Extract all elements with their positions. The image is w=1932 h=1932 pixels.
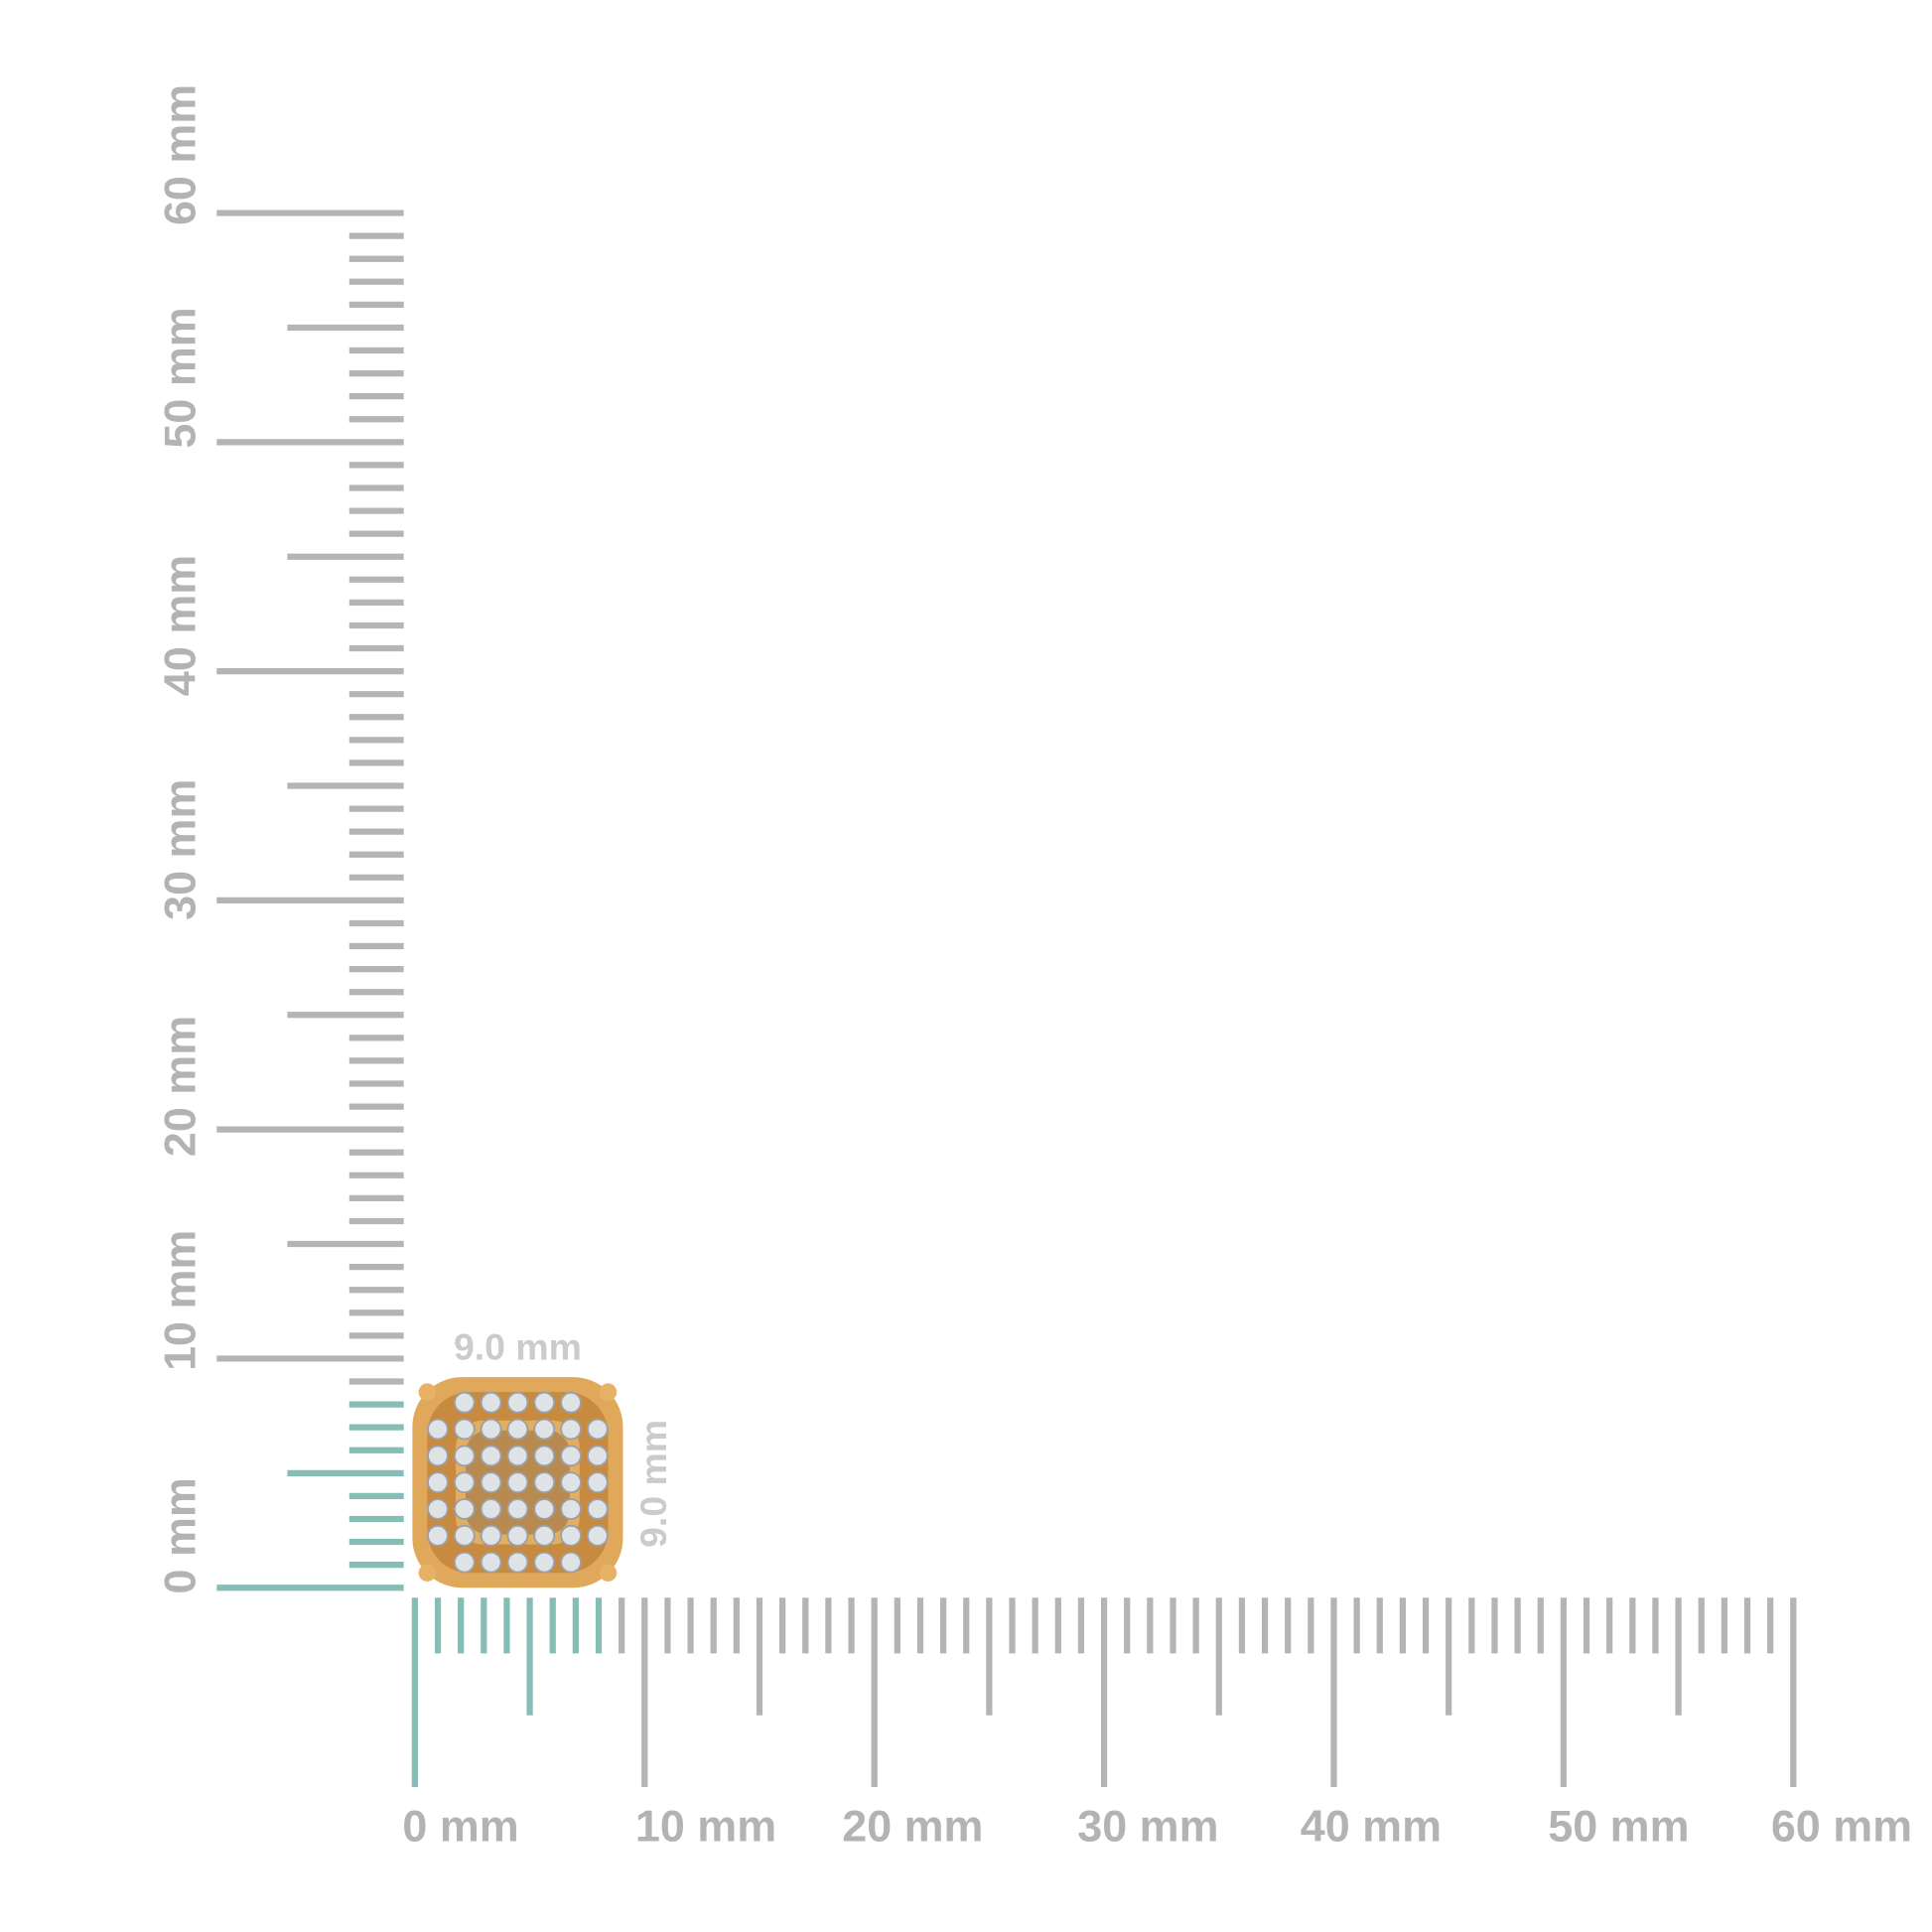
stone — [506, 1445, 529, 1467]
stone — [427, 1524, 449, 1547]
stone — [586, 1524, 609, 1547]
prong — [599, 1383, 618, 1401]
stone — [560, 1418, 582, 1441]
stone — [506, 1551, 529, 1574]
h-ruler-label: 60 mm — [1771, 1800, 1912, 1851]
h-ruler-label: 0 mm — [402, 1800, 518, 1851]
stone — [586, 1498, 609, 1520]
width-label: 9.0 mm — [454, 1326, 582, 1368]
stone — [560, 1551, 582, 1574]
stone — [480, 1471, 502, 1494]
stone — [533, 1498, 556, 1520]
prong — [599, 1564, 618, 1582]
stone — [586, 1471, 609, 1494]
v-ruler-label: 50 mm — [154, 307, 205, 448]
stone — [453, 1471, 476, 1494]
stone — [560, 1498, 582, 1520]
stone — [453, 1551, 476, 1574]
stone — [427, 1471, 449, 1494]
v-ruler-label: 30 mm — [154, 779, 205, 920]
stone — [427, 1445, 449, 1467]
stone — [560, 1445, 582, 1467]
stone — [506, 1498, 529, 1520]
stone — [533, 1551, 556, 1574]
stone — [427, 1498, 449, 1520]
stone — [480, 1498, 502, 1520]
v-ruler-label: 10 mm — [154, 1230, 205, 1371]
v-ruler-label: 20 mm — [154, 1016, 205, 1157]
v-ruler-label: 60 mm — [154, 84, 205, 225]
stone — [480, 1418, 502, 1441]
h-ruler-label: 30 mm — [1077, 1800, 1218, 1851]
stone — [427, 1418, 449, 1441]
v-ruler-label: 0 mm — [154, 1477, 205, 1593]
stone — [453, 1498, 476, 1520]
stone — [506, 1418, 529, 1441]
stone — [453, 1524, 476, 1547]
stone — [506, 1471, 529, 1494]
stone — [506, 1524, 529, 1547]
stone — [533, 1445, 556, 1467]
h-ruler-label: 20 mm — [842, 1800, 983, 1851]
stone — [560, 1524, 582, 1547]
stone — [453, 1391, 476, 1414]
stone — [506, 1391, 529, 1414]
stone — [533, 1418, 556, 1441]
h-ruler-label: 40 mm — [1301, 1800, 1442, 1851]
stone — [480, 1445, 502, 1467]
prong — [418, 1383, 437, 1401]
stone — [453, 1418, 476, 1441]
earring — [412, 1377, 623, 1588]
ruler-ticks — [216, 209, 1797, 1788]
stone — [533, 1524, 556, 1547]
v-ruler-label: 40 mm — [154, 555, 205, 696]
stone — [533, 1391, 556, 1414]
height-label: 9.0 mm — [632, 1420, 674, 1548]
h-ruler-label: 10 mm — [635, 1800, 776, 1851]
stone — [560, 1391, 582, 1414]
prong — [418, 1564, 437, 1582]
stone — [533, 1471, 556, 1494]
stone — [480, 1524, 502, 1547]
stone — [453, 1445, 476, 1467]
h-ruler-label: 50 mm — [1548, 1800, 1689, 1851]
stone — [586, 1418, 609, 1441]
stone — [480, 1551, 502, 1574]
stone — [560, 1471, 582, 1494]
stone — [480, 1391, 502, 1414]
stone — [586, 1445, 609, 1467]
